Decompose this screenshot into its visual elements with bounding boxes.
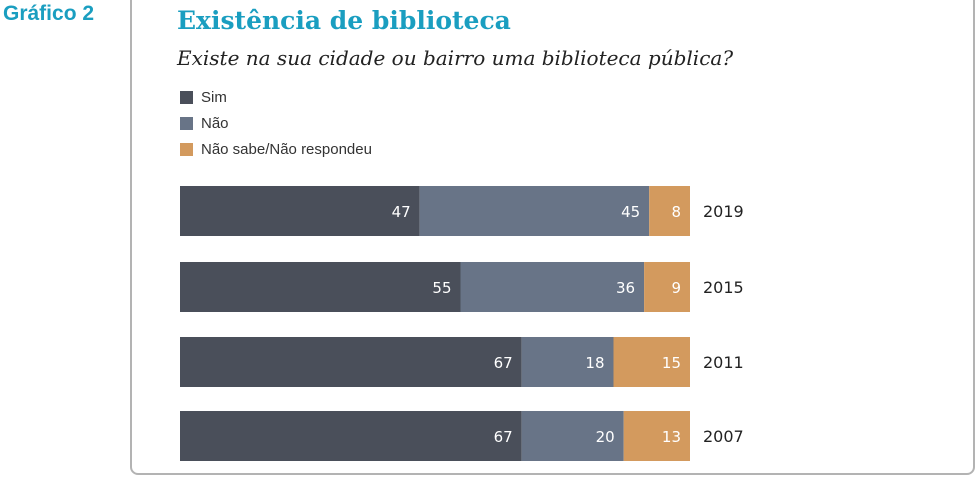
category-label-2011: 2011 [703,353,744,372]
data-label-2007-nao: 20 [596,428,615,446]
data-label-2019-nao-sabe-nao-respondeu: 8 [671,203,681,221]
bar-2007-nao [521,411,624,461]
data-label-2011-nao-sabe-nao-respondeu: 15 [662,354,681,372]
category-label-2015: 2015 [703,278,744,297]
legend-label-nao: Não [201,114,229,132]
bar-2019-nao [419,186,650,236]
data-label-2015-sim: 55 [432,279,451,297]
category-label-2007: 2007 [703,427,744,446]
bar-2007-sim [180,411,522,461]
data-label-2015-nao: 36 [616,279,635,297]
legend-swatch-sim [180,90,193,104]
data-label-2015-nao-sabe-nao-respondeu: 9 [671,279,681,297]
bar-2007-nao-sabe-nao-respondeu [623,411,690,461]
legend-swatch-nao-sabe [180,142,193,156]
data-label-2019-sim: 47 [392,203,411,221]
bar-2015-sim [180,262,461,312]
legend-swatch-nao [180,116,193,130]
legend-label-sim: Sim [201,88,227,106]
chart-title: Existência de biblioteca [177,6,511,35]
bar-2011-sim [180,337,522,387]
bar-2011-nao-sabe-nao-respondeu [613,337,690,387]
legend-item-sim: Sim [180,84,372,110]
data-label-2011-nao: 18 [585,354,604,372]
legend-item-nao: Não [180,110,372,136]
data-label-2019-nao: 45 [621,203,640,221]
chart-subtitle: Existe na sua cidade ou bairro uma bibli… [177,46,734,70]
bar-2015-nao [460,262,645,312]
bar-2015-nao-sabe-nao-respondeu [644,262,690,312]
legend: Sim Não Não sabe/Não respondeu [180,84,372,162]
legend-item-nao-sabe: Não sabe/Não respondeu [180,136,372,162]
bar-2019-nao-sabe-nao-respondeu [649,186,690,236]
bar-2011-nao [521,337,614,387]
chart-frame [130,0,975,475]
category-label-2019: 2019 [703,202,744,221]
legend-label-nao-sabe: Não sabe/Não respondeu [201,140,372,158]
bar-2019-sim [180,186,420,236]
data-label-2007-nao-sabe-nao-respondeu: 13 [662,428,681,446]
figure-label: Gráfico 2 [3,2,95,25]
data-label-2007-sim: 67 [494,428,513,446]
data-label-2011-sim: 67 [494,354,513,372]
